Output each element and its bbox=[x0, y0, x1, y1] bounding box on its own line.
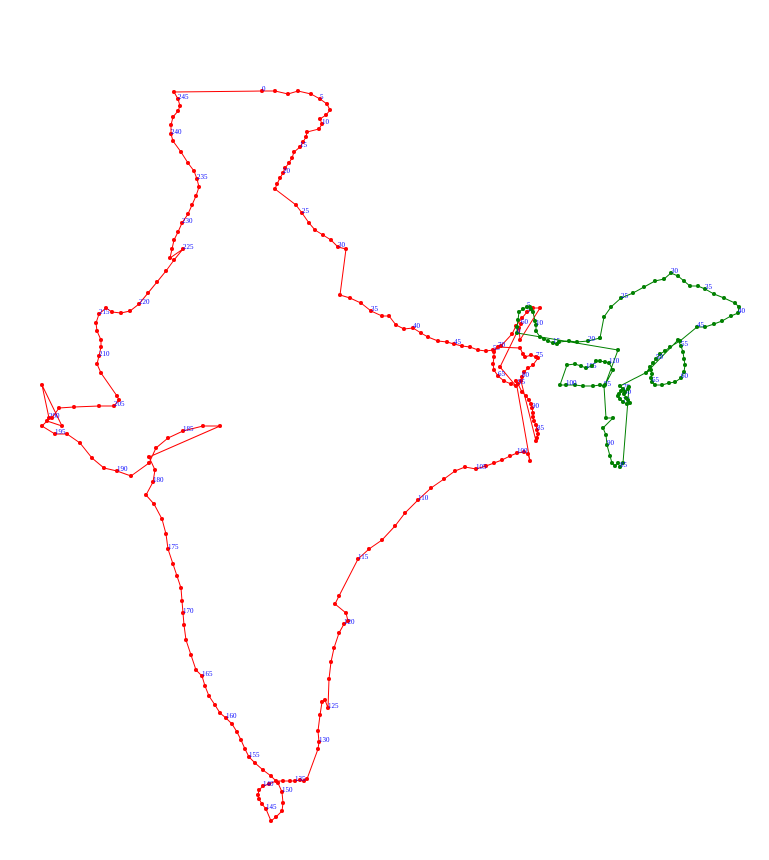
svg-text:115: 115 bbox=[358, 553, 369, 561]
svg-text:25: 25 bbox=[302, 207, 310, 215]
svg-text:0: 0 bbox=[262, 85, 266, 93]
svg-text:240: 240 bbox=[171, 128, 182, 136]
svg-text:155: 155 bbox=[249, 751, 260, 759]
svg-text:150: 150 bbox=[282, 786, 293, 794]
svg-text:45: 45 bbox=[454, 338, 462, 346]
svg-text:45: 45 bbox=[697, 321, 705, 329]
svg-text:105: 105 bbox=[476, 463, 487, 471]
svg-text:90: 90 bbox=[532, 402, 540, 410]
svg-text:100: 100 bbox=[517, 447, 528, 455]
svg-text:85: 85 bbox=[620, 461, 628, 469]
svg-text:60: 60 bbox=[521, 318, 529, 326]
svg-text:135: 135 bbox=[295, 775, 306, 783]
svg-text:20: 20 bbox=[588, 335, 596, 343]
svg-text:20: 20 bbox=[283, 167, 291, 175]
svg-text:235: 235 bbox=[197, 173, 208, 181]
svg-text:110: 110 bbox=[609, 357, 620, 365]
svg-text:30: 30 bbox=[671, 267, 679, 275]
svg-text:245: 245 bbox=[178, 93, 189, 101]
svg-text:170: 170 bbox=[183, 607, 194, 615]
svg-text:85: 85 bbox=[537, 424, 545, 432]
svg-text:195: 195 bbox=[55, 428, 66, 436]
svg-text:90: 90 bbox=[607, 439, 615, 447]
svg-text:10: 10 bbox=[536, 319, 544, 327]
svg-text:140: 140 bbox=[263, 780, 274, 788]
svg-text:130: 130 bbox=[319, 736, 330, 744]
svg-text:65: 65 bbox=[652, 376, 660, 384]
svg-text:95: 95 bbox=[518, 378, 526, 386]
svg-text:160: 160 bbox=[226, 712, 237, 720]
svg-text:50: 50 bbox=[656, 353, 664, 361]
svg-text:40: 40 bbox=[413, 322, 421, 330]
svg-text:210: 210 bbox=[99, 350, 110, 358]
svg-text:55: 55 bbox=[681, 340, 689, 348]
svg-text:10: 10 bbox=[322, 118, 330, 126]
svg-text:230: 230 bbox=[182, 217, 193, 225]
svg-text:30: 30 bbox=[338, 241, 346, 249]
svg-text:65: 65 bbox=[498, 370, 506, 378]
svg-text:5: 5 bbox=[320, 93, 324, 101]
svg-text:60: 60 bbox=[681, 372, 689, 380]
svg-text:35: 35 bbox=[705, 283, 713, 291]
svg-text:180: 180 bbox=[153, 476, 164, 484]
svg-text:185: 185 bbox=[183, 425, 194, 433]
svg-text:120: 120 bbox=[344, 618, 355, 626]
svg-text:25: 25 bbox=[621, 292, 629, 300]
svg-text:145: 145 bbox=[266, 803, 277, 811]
svg-text:220: 220 bbox=[139, 298, 150, 306]
svg-text:100: 100 bbox=[566, 379, 577, 387]
svg-text:125: 125 bbox=[328, 702, 339, 710]
svg-text:70: 70 bbox=[498, 341, 506, 349]
svg-text:190: 190 bbox=[117, 465, 128, 473]
svg-text:225: 225 bbox=[183, 243, 194, 251]
svg-text:110: 110 bbox=[418, 494, 429, 502]
svg-text:175: 175 bbox=[168, 543, 179, 551]
svg-text:15: 15 bbox=[300, 141, 308, 149]
svg-text:165: 165 bbox=[202, 670, 213, 678]
svg-text:40: 40 bbox=[738, 307, 746, 315]
svg-text:35: 35 bbox=[371, 305, 379, 313]
